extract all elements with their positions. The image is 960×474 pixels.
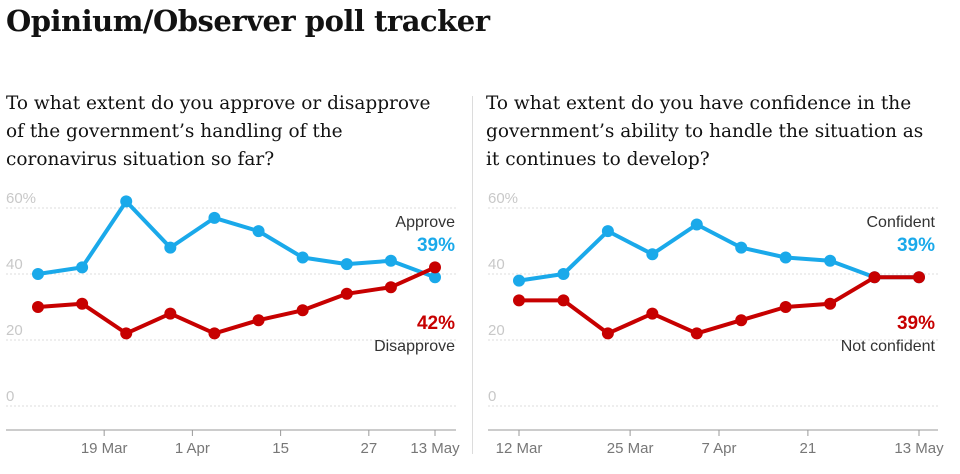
x-tick-label: 21 bbox=[800, 440, 817, 457]
x-tick-label: 12 Mar bbox=[496, 440, 543, 457]
series-value-label: 39% bbox=[897, 313, 935, 334]
x-tick-label: 15 bbox=[272, 440, 289, 457]
series-line bbox=[517, 275, 921, 336]
data-point bbox=[252, 225, 265, 238]
data-point bbox=[690, 218, 703, 231]
data-point bbox=[513, 274, 525, 287]
data-point bbox=[340, 258, 353, 271]
y-tick-label: 0 bbox=[6, 388, 14, 405]
y-tick-label: 40 bbox=[488, 256, 505, 273]
x-tick-label: 13 May bbox=[410, 440, 460, 457]
data-point bbox=[601, 225, 614, 238]
data-point bbox=[120, 195, 133, 208]
data-point bbox=[76, 261, 89, 274]
series-name-label: Disapprove bbox=[374, 338, 455, 355]
data-point bbox=[735, 241, 748, 254]
series-value-label: 42% bbox=[417, 313, 455, 334]
series-line bbox=[36, 199, 437, 280]
series-name-label: Confident bbox=[867, 214, 936, 231]
series-value-label: 39% bbox=[897, 235, 935, 256]
y-tick-label: 60% bbox=[6, 190, 36, 207]
x-tick-label: 25 Mar bbox=[607, 440, 654, 457]
data-point bbox=[340, 287, 353, 300]
data-point bbox=[824, 254, 837, 267]
series-line bbox=[36, 265, 437, 336]
series-name-label: Not confident bbox=[841, 338, 936, 355]
data-point bbox=[601, 327, 614, 340]
data-point bbox=[208, 327, 221, 340]
data-point bbox=[429, 271, 441, 284]
page-title: Opinium/Observer poll tracker bbox=[6, 4, 490, 38]
approve-line-chart: 0 20 40 60% 19 Mar 1 Apr 15 27 13 May Approve 39% 4… bbox=[6, 190, 460, 457]
confidence-line-chart: 0 20 40 60% 12 Mar 25 Mar 7 Apr 21 13 May Confide… bbox=[488, 190, 944, 457]
data-point bbox=[296, 251, 309, 264]
data-point bbox=[164, 241, 177, 254]
data-point bbox=[120, 327, 133, 340]
data-point bbox=[868, 271, 881, 284]
data-point bbox=[779, 301, 792, 313]
y-tick-label: 0 bbox=[488, 388, 496, 405]
panel-divider bbox=[472, 96, 473, 454]
data-point bbox=[735, 314, 748, 327]
data-point bbox=[557, 294, 570, 307]
confidence-chart-panel: To what extent do you have confidence in… bbox=[482, 90, 946, 474]
x-tick-label: 13 May bbox=[894, 440, 944, 457]
data-point bbox=[646, 248, 659, 261]
data-point bbox=[164, 307, 177, 320]
x-tick-label: 19 Mar bbox=[81, 440, 128, 457]
chart-question: To what extent do you approve or disappr… bbox=[6, 93, 431, 170]
data-point bbox=[513, 294, 525, 307]
series-value-label: 39% bbox=[417, 235, 455, 256]
x-tick-label: 7 Apr bbox=[701, 440, 736, 457]
data-point bbox=[779, 251, 792, 264]
series-line bbox=[517, 222, 921, 283]
data-point bbox=[32, 268, 44, 280]
data-point bbox=[557, 268, 570, 280]
x-tick-label: 1 Apr bbox=[175, 440, 210, 457]
series-name-label: Approve bbox=[395, 214, 455, 231]
data-point bbox=[646, 307, 659, 320]
y-tick-label: 20 bbox=[488, 322, 505, 339]
data-point bbox=[824, 297, 837, 310]
data-point bbox=[913, 271, 925, 284]
approve-chart-panel: To what extent do you approve or disappr… bbox=[0, 90, 464, 474]
data-point bbox=[384, 254, 397, 267]
chart-question: To what extent do you have confidence in… bbox=[486, 93, 924, 170]
data-point bbox=[296, 304, 309, 317]
x-tick-label: 27 bbox=[360, 440, 377, 457]
y-tick-label: 60% bbox=[488, 190, 518, 207]
data-point bbox=[429, 261, 441, 274]
data-point bbox=[384, 281, 397, 294]
data-point bbox=[208, 211, 221, 224]
data-point bbox=[76, 297, 89, 310]
data-point bbox=[32, 301, 44, 313]
y-tick-label: 20 bbox=[6, 322, 23, 339]
data-point bbox=[252, 314, 265, 327]
data-point bbox=[690, 327, 703, 340]
y-tick-label: 40 bbox=[6, 256, 23, 273]
